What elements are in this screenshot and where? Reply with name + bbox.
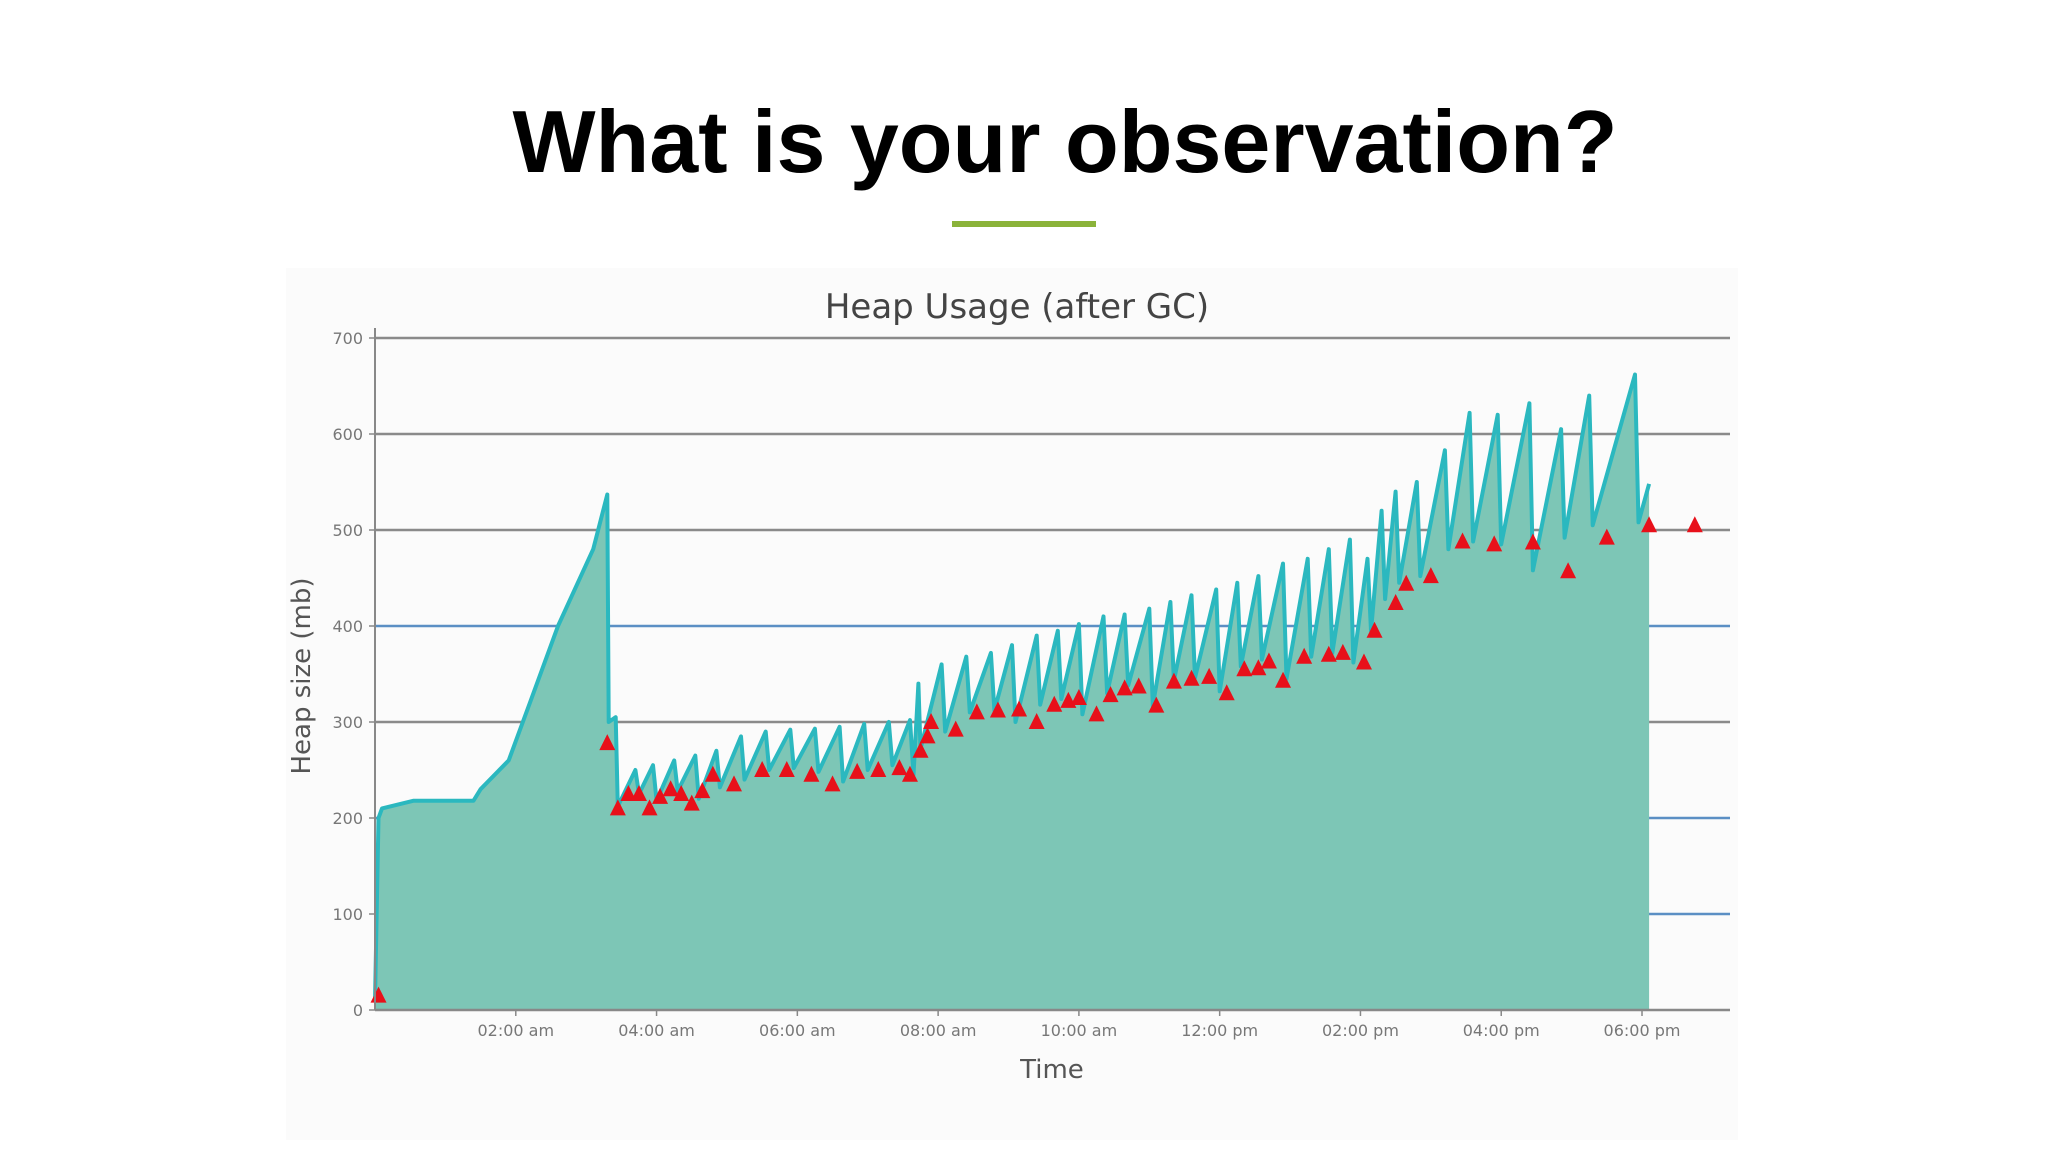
gc-marker-29 [1046, 695, 1063, 712]
y-tick-label-300: 300 [332, 713, 363, 732]
gc-marker-48 [1355, 653, 1372, 670]
gc-marker-34 [1116, 679, 1133, 696]
gc-marker-40 [1218, 684, 1235, 701]
x-tick-label-4: 04:00 am [618, 1021, 695, 1040]
y-tick-label-100: 100 [332, 905, 363, 924]
gc-marker-6 [652, 787, 669, 804]
gc-marker-5 [641, 799, 658, 816]
gc-marker-17 [849, 762, 866, 779]
gc-marker-59 [1686, 516, 1703, 533]
gc-marker-55 [1524, 533, 1541, 550]
x-tick-label-6: 06:00 am [759, 1021, 836, 1040]
x-tick-label-12: 12:00 pm [1181, 1021, 1258, 1040]
gc-marker-14 [778, 761, 795, 777]
gc-marker-3 [620, 785, 637, 801]
gc-marker-13 [754, 761, 771, 777]
gc-marker-46 [1320, 645, 1337, 662]
gc-marker-44 [1275, 671, 1292, 688]
gc-marker-15 [803, 765, 820, 782]
heap-area-fill [375, 374, 1650, 1010]
x-tick-label-14: 02:00 pm [1322, 1021, 1399, 1040]
gc-marker-33 [1102, 686, 1119, 703]
gc-marker-20 [901, 765, 918, 782]
gc-marker-47 [1334, 643, 1351, 660]
gc-marker-11 [704, 765, 721, 782]
gc-marker-54 [1486, 535, 1503, 552]
gc-marker-26 [989, 701, 1006, 718]
chart-title: Heap Usage (after GC) [825, 287, 1209, 327]
gc-marker-56 [1560, 562, 1577, 579]
gc-marker-25 [968, 703, 985, 720]
gc-marker-10 [694, 782, 711, 799]
gc-marker-18 [870, 761, 887, 777]
gc-marker-32 [1088, 705, 1105, 722]
y-tick-label-0: 0 [353, 1001, 363, 1020]
gc-marker-4 [630, 785, 647, 801]
gc-marker-24 [947, 720, 964, 737]
y-tick-label-500: 500 [332, 521, 363, 540]
gc-marker-2 [609, 799, 626, 816]
gc-marker-12 [725, 775, 742, 792]
chart-panel: Heap Usage (after GC) 0 100 200 300 400 500 60… [286, 268, 1738, 1140]
gc-marker-27 [1011, 700, 1028, 717]
gc-marker-16 [824, 775, 841, 792]
x-axis-title: Time [1019, 1055, 1084, 1085]
gc-marker-8 [673, 785, 690, 801]
gc-marker-51 [1398, 574, 1415, 591]
gc-marker-52 [1422, 567, 1439, 584]
y-tick-label-400: 400 [332, 617, 363, 636]
gc-marker-1 [599, 734, 616, 751]
y-tick-label-200: 200 [332, 809, 363, 828]
y-tick-label-600: 600 [332, 425, 363, 444]
gc-marker-58 [1641, 516, 1658, 533]
x-axis: 02:00 am 04:00 am 06:00 am 08:00 am 10:00 am… [375, 1008, 1730, 1040]
gc-marker-45 [1296, 647, 1313, 664]
gc-marker-42 [1250, 659, 1267, 676]
gc-marker-57 [1598, 528, 1615, 545]
y-axis: 0 100 200 300 400 500 600 700 [332, 328, 376, 1020]
x-tick-label-2: 02:00 am [477, 1021, 554, 1040]
x-tick-label-16: 04:00 pm [1463, 1021, 1540, 1040]
gc-marker-37 [1165, 672, 1182, 689]
gc-event-markers [370, 516, 1703, 1003]
gc-marker-31 [1070, 689, 1087, 705]
gc-marker-19 [891, 759, 908, 776]
gc-marker-39 [1201, 667, 1218, 684]
y-axis-title: Heap size (mb) [287, 577, 317, 774]
gc-marker-22 [919, 727, 936, 744]
gc-marker-23 [923, 713, 940, 729]
x-tick-label-8: 08:00 am [900, 1021, 977, 1040]
gc-marker-21 [912, 741, 929, 758]
gc-marker-36 [1148, 696, 1165, 713]
gc-marker-28 [1028, 713, 1045, 729]
gc-marker-9 [683, 794, 700, 811]
slide-title: What is your observation? [512, 92, 1618, 191]
title-underline [952, 221, 1096, 227]
gc-marker-35 [1130, 677, 1147, 694]
x-tick-label-18: 06:00 pm [1604, 1021, 1681, 1040]
gc-marker-41 [1236, 660, 1253, 677]
heap-area [373, 372, 1652, 1010]
gc-marker-43 [1260, 652, 1277, 669]
gc-marker-7 [662, 780, 679, 797]
gc-marker-50 [1387, 593, 1404, 610]
gc-marker-38 [1183, 669, 1200, 686]
x-tick-label-10: 10:00 am [1041, 1021, 1118, 1040]
gc-marker-49 [1366, 621, 1383, 638]
y-tick-label-700: 700 [332, 329, 363, 348]
gc-marker-53 [1454, 532, 1471, 549]
heap-usage-chart: Heap Usage (after GC) 0 100 200 300 400 500 60… [287, 287, 1730, 1085]
